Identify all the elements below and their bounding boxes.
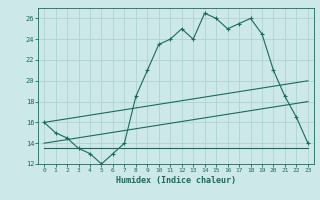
- X-axis label: Humidex (Indice chaleur): Humidex (Indice chaleur): [116, 176, 236, 185]
